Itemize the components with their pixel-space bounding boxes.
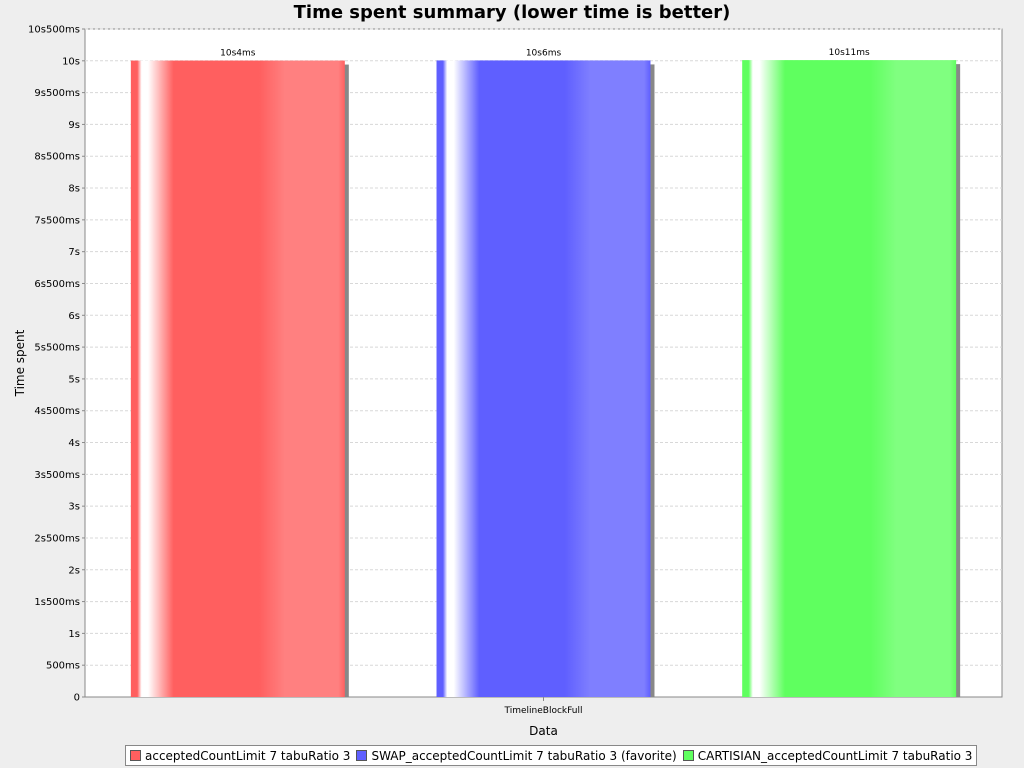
- bar-value-label: 10s6ms: [526, 48, 562, 58]
- chart-title: Time spent summary (lower time is better…: [293, 2, 731, 23]
- legend: acceptedCountLimit 7 tabuRatio 3 SWAP_ac…: [125, 745, 978, 766]
- y-tick-label: 1s500ms: [34, 597, 80, 608]
- y-axis-ticks: 0 500ms 1s 1s500ms 2s 2s500ms 3s 3s500ms 4s 4s500…: [28, 25, 544, 704]
- y-tick-label: 3s: [68, 502, 80, 513]
- y-axis-label: Time spent: [13, 329, 27, 397]
- y-tick-label: 10s: [62, 56, 80, 67]
- y-tick-label: 5s: [68, 374, 80, 385]
- legend-label: acceptedCountLimit 7 tabuRatio 3: [145, 748, 351, 763]
- y-tick-label: 4s: [68, 438, 80, 449]
- y-tick-label: 9s500ms: [34, 88, 80, 99]
- legend-item-series-1: acceptedCountLimit 7 tabuRatio 3: [130, 749, 350, 763]
- y-tick-label: 6s: [68, 311, 80, 322]
- y-tick-label: 7s: [68, 247, 80, 258]
- bar-series-1: [130, 60, 345, 697]
- y-tick-label: 0: [74, 693, 80, 704]
- x-axis-label: Data: [529, 724, 558, 738]
- y-tick-label: 2s: [68, 565, 80, 576]
- data-labels: 10s4ms 10s6ms 10s11ms: [220, 48, 870, 58]
- y-tick-label: 2s500ms: [34, 533, 80, 544]
- bar-value-label: 10s4ms: [220, 49, 256, 59]
- legend-item-series-3: CARTISIAN_acceptedCountLimit 7 tabuRatio…: [682, 748, 973, 763]
- y-tick-label: 6s500ms: [34, 279, 80, 290]
- bar-value-label: 10s11ms: [829, 48, 870, 58]
- y-tick-label: 1s: [68, 629, 80, 640]
- y-tick-label: 5s500ms: [34, 343, 80, 354]
- y-tick-label: 7s500ms: [34, 215, 80, 226]
- y-tick-label: 3s500ms: [34, 470, 80, 481]
- y-tick-label: 500ms: [46, 661, 80, 672]
- legend-swatch: [356, 750, 368, 761]
- bars: [130, 60, 961, 698]
- y-tick-label: 9s: [68, 120, 80, 131]
- x-category-label: TimelineBlockFull: [504, 706, 583, 716]
- legend-swatch: [682, 750, 694, 761]
- bar-series-3: [742, 60, 957, 697]
- legend-item-series-2: SWAP_acceptedCountLimit 7 tabuRatio 3 (f…: [356, 748, 677, 763]
- legend-label: CARTISIAN_acceptedCountLimit 7 tabuRatio…: [697, 748, 973, 763]
- y-tick-label: 8s500ms: [34, 152, 80, 163]
- y-tick-label: 4s500ms: [34, 406, 80, 417]
- y-tick-label: 8s: [68, 184, 80, 195]
- legend-label: SWAP_acceptedCountLimit 7 tabuRatio 3 (f…: [371, 748, 677, 763]
- y-tick-label: 10s500ms: [28, 25, 80, 36]
- legend-swatch: [130, 750, 141, 761]
- bar-series-2: [436, 60, 651, 698]
